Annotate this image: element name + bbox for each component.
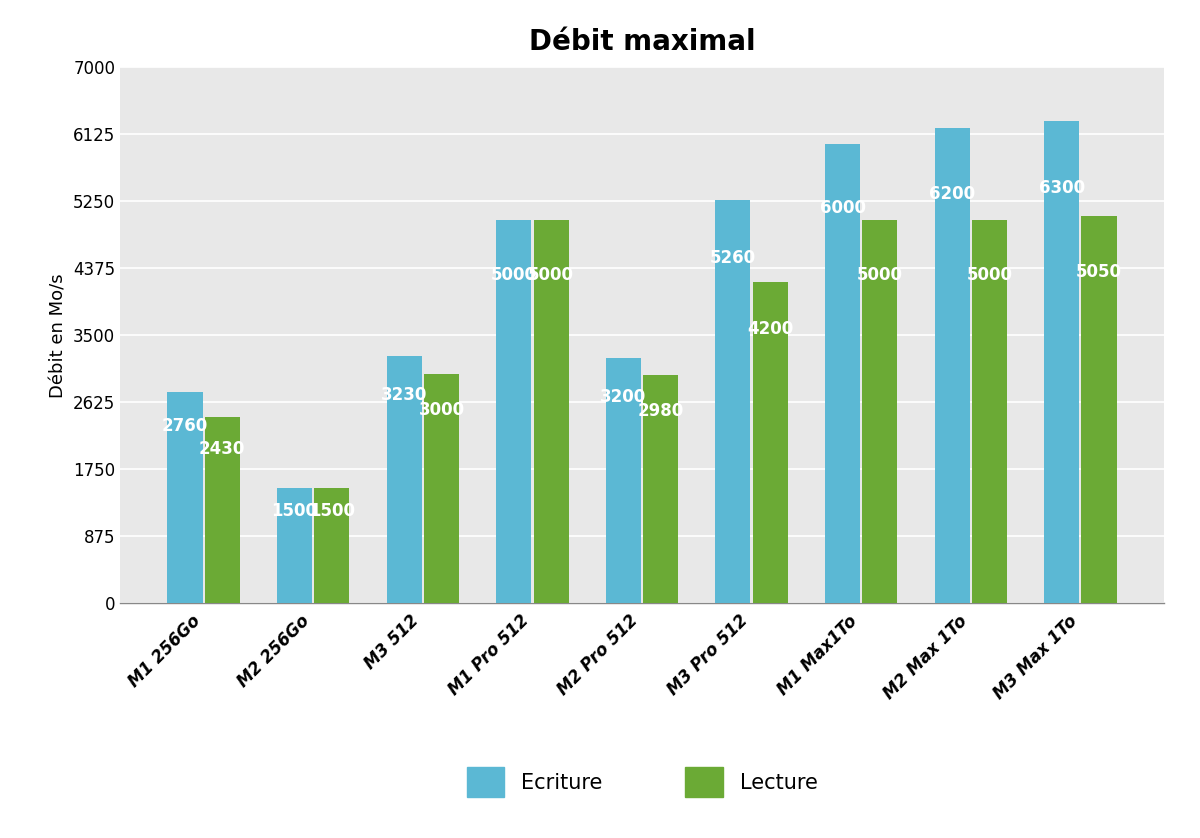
Text: 3000: 3000	[419, 401, 464, 419]
Bar	[386, 356, 421, 603]
Title: Débit maximal: Débit maximal	[529, 28, 755, 56]
Text: 6300: 6300	[1039, 178, 1085, 197]
Bar	[205, 417, 240, 603]
Bar	[935, 128, 970, 603]
Text: 5000: 5000	[966, 266, 1013, 284]
Legend: Ecriture, Lecture: Ecriture, Lecture	[467, 768, 817, 797]
Text: 2430: 2430	[199, 439, 246, 458]
Bar	[1044, 121, 1079, 603]
Text: 5000: 5000	[857, 266, 902, 284]
Bar	[168, 392, 203, 603]
Bar	[972, 220, 1007, 603]
Text: 5260: 5260	[710, 249, 756, 266]
Text: 3230: 3230	[380, 385, 427, 404]
Text: 3200: 3200	[600, 388, 647, 406]
Bar	[715, 200, 750, 603]
Text: 1500: 1500	[271, 502, 318, 520]
Bar	[752, 282, 787, 603]
Bar	[826, 143, 860, 603]
Bar	[643, 375, 678, 603]
Text: 5000: 5000	[528, 266, 574, 284]
Y-axis label: Débit en Mo/s: Débit en Mo/s	[49, 273, 67, 397]
Bar	[863, 220, 898, 603]
Text: 2980: 2980	[637, 402, 684, 421]
Bar	[497, 220, 532, 603]
Text: 4200: 4200	[748, 320, 793, 339]
Text: 2760: 2760	[162, 417, 208, 435]
Text: 5050: 5050	[1076, 263, 1122, 281]
Bar	[277, 489, 312, 603]
Bar	[424, 374, 458, 603]
Bar	[606, 358, 641, 603]
Bar	[534, 220, 569, 603]
Text: 6200: 6200	[929, 185, 976, 204]
Bar	[314, 489, 349, 603]
Text: 5000: 5000	[491, 266, 536, 284]
Bar	[1081, 216, 1116, 603]
Text: 1500: 1500	[308, 502, 355, 520]
Text: 6000: 6000	[820, 199, 865, 217]
